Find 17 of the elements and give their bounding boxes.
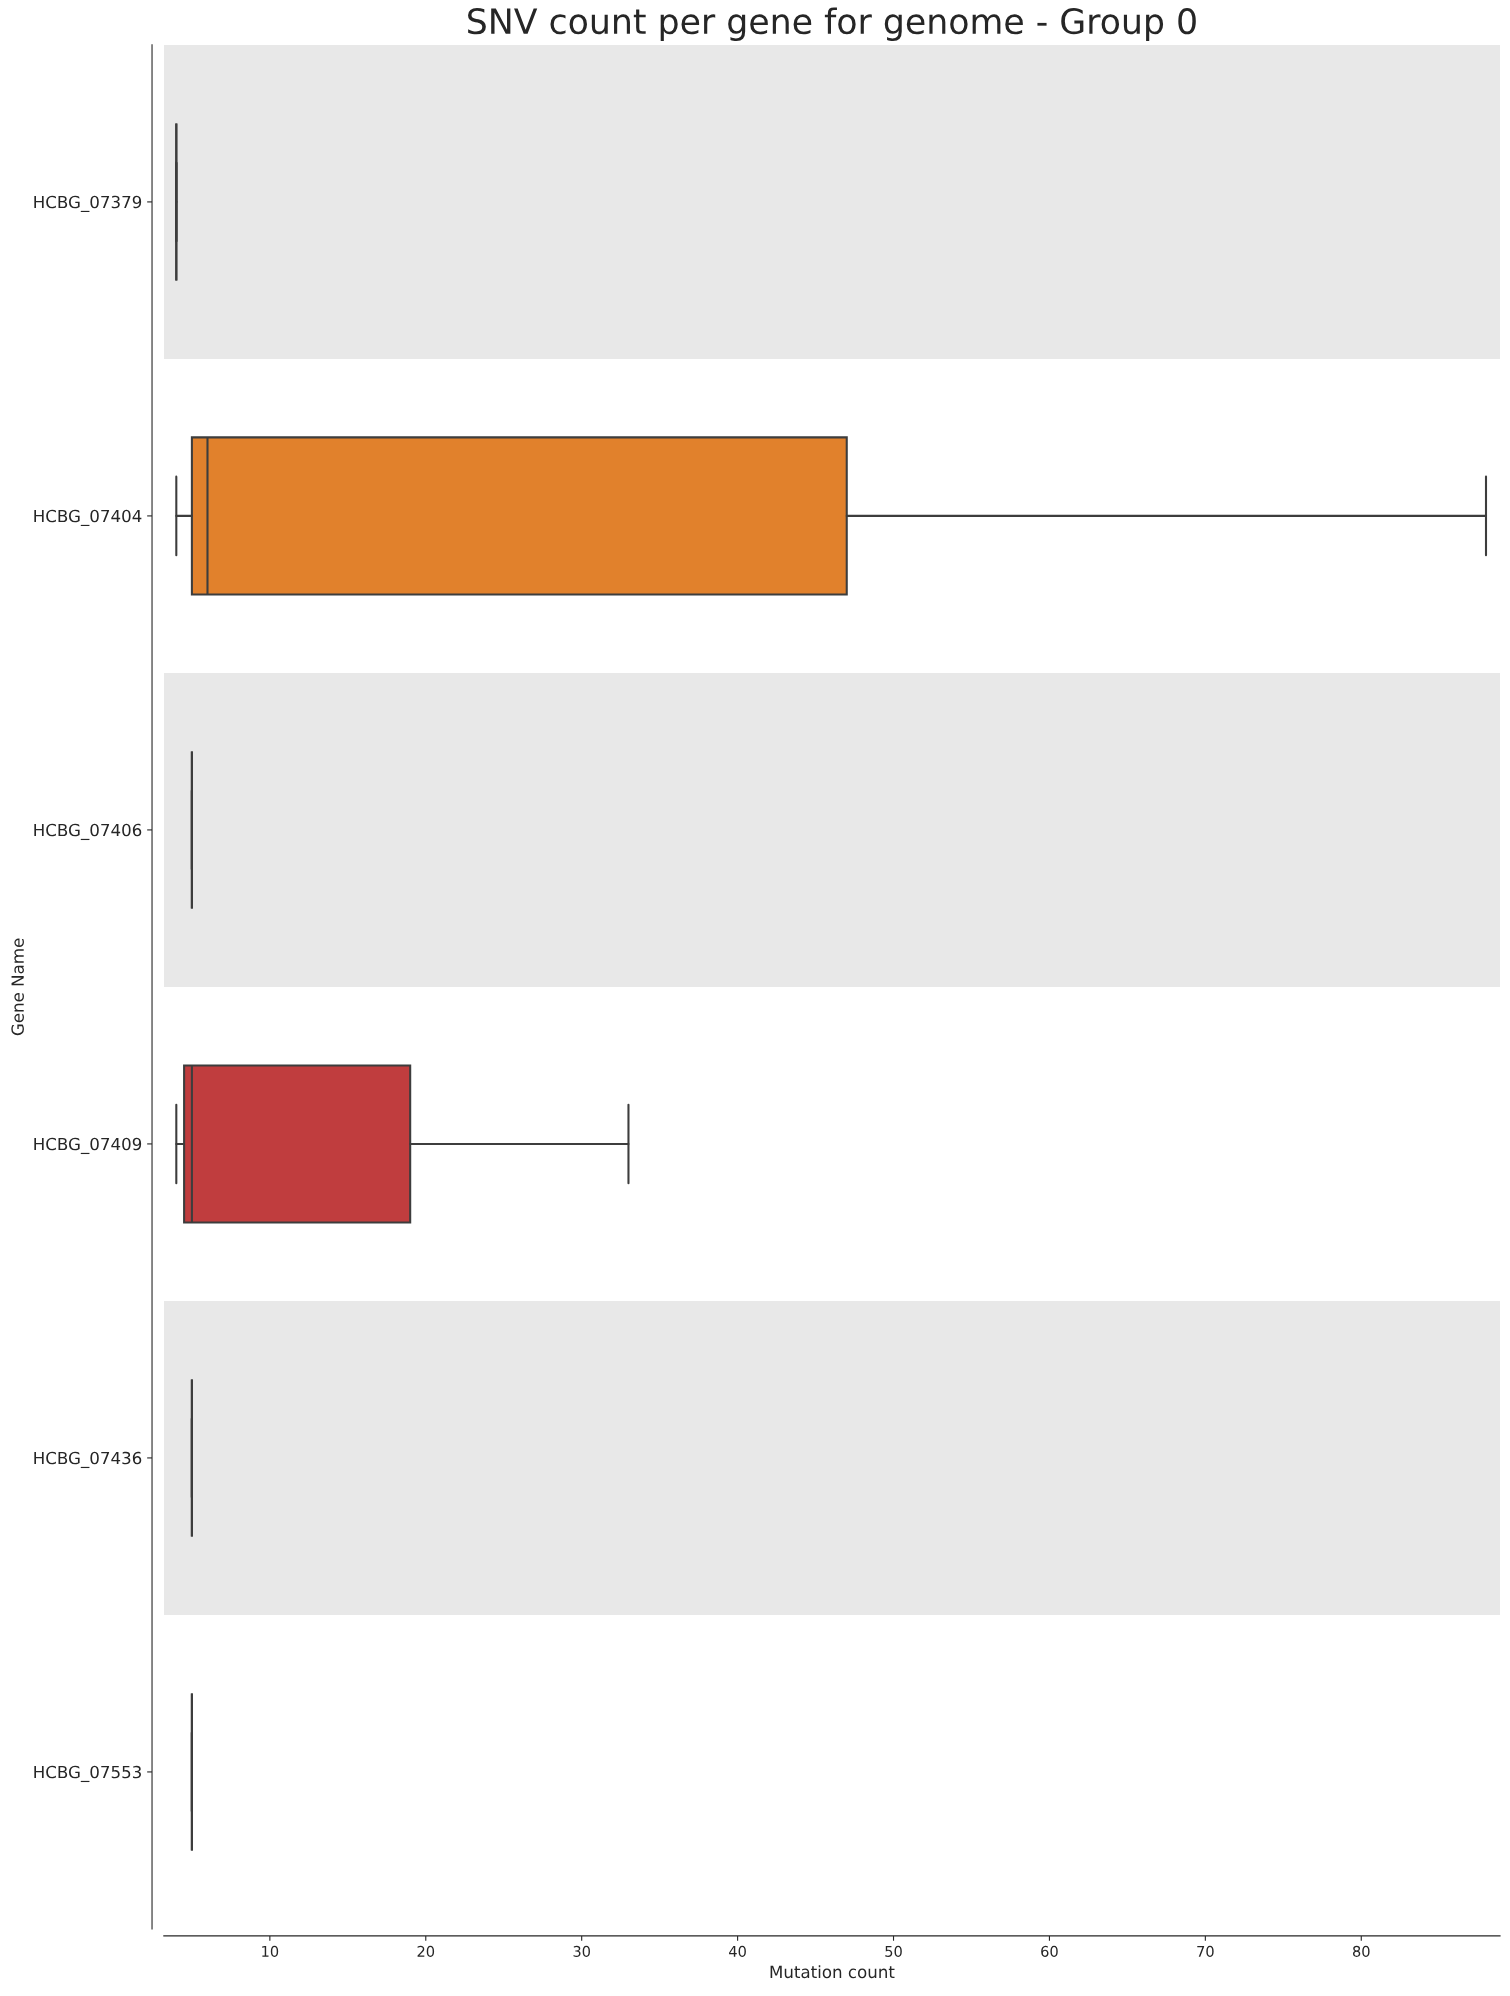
x-tick-label: 60 <box>1041 1945 1058 1957</box>
x-axis-title: Mutation count <box>770 1965 895 1979</box>
y-axis-title: Gene Name <box>11 938 24 1036</box>
y-tick-label: HCBG_07436 <box>34 1451 142 1469</box>
y-tick-label: HCBG_07379 <box>34 195 142 213</box>
x-tick-label: 20 <box>417 1945 435 1957</box>
x-tick-label: 10 <box>262 1945 279 1957</box>
y-tick-label: HCBG_07406 <box>34 823 142 841</box>
y-tick-label: HCBG_07553 <box>34 1765 141 1783</box>
y-tick-label: HCBG_07404 <box>34 509 142 527</box>
y-tick-label: HCBG_07409 <box>34 1137 142 1155</box>
x-tick-label: 70 <box>1197 1945 1214 1957</box>
chart-title: SNV count per gene for genome - Group 0 <box>468 7 1196 42</box>
x-tick-label: 40 <box>729 1945 746 1957</box>
x-tick-label: 30 <box>573 1945 590 1957</box>
x-tick-label: 80 <box>1352 1945 1370 1957</box>
x-tick-label: 50 <box>885 1945 902 1957</box>
